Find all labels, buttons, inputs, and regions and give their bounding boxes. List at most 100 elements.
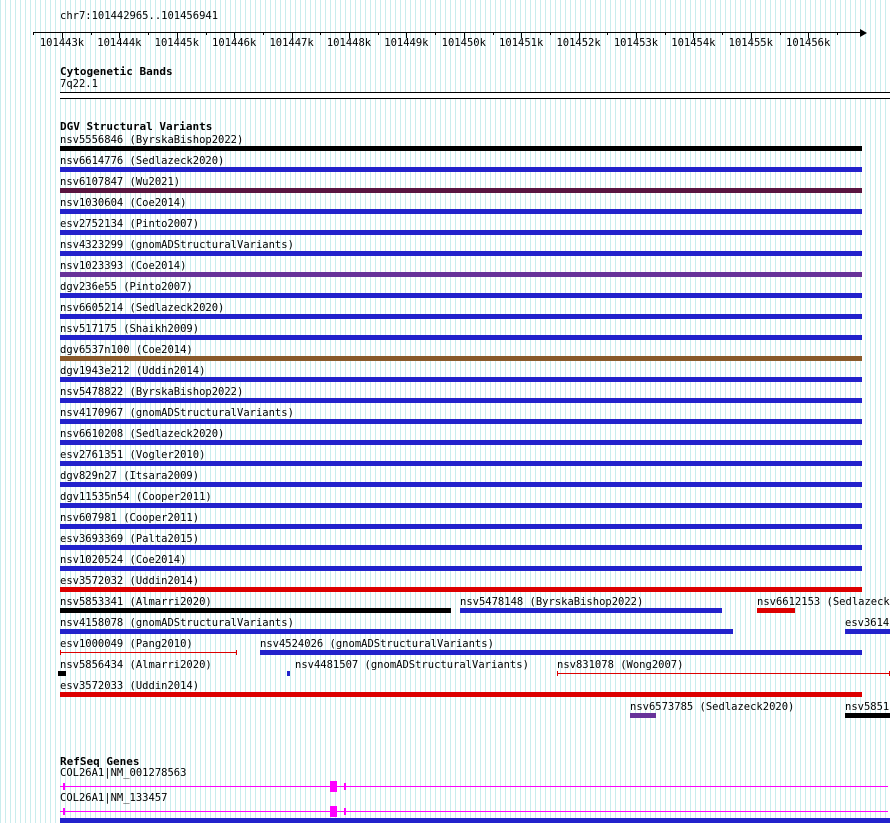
cytoband-glyph[interactable] [60,92,890,99]
feature-bar[interactable] [60,356,862,361]
ruler-minor-tick [664,32,666,35]
gene-exon-tick [344,808,346,815]
gene-label: COL26A1|NM_133457 [60,792,168,804]
feature-bar[interactable] [60,293,862,298]
feature-label[interactable]: dgv829n27 (Itsara2009) [60,470,200,482]
feature-label[interactable]: nsv6107847 (Wu2021) [60,176,181,188]
feature-label[interactable]: dgv236e55 (Pinto2007) [60,281,193,293]
feature-bar[interactable] [60,440,862,445]
feature-label[interactable]: nsv5478822 (ByrskaBishop2022) [60,386,244,398]
feature-label[interactable]: nsv5856434 (Almarri2020) [60,659,212,671]
ruler-major-tick [349,32,350,38]
feature-bar[interactable] [60,335,862,340]
feature-label[interactable]: nsv58515 [845,701,890,713]
feature-bar[interactable] [58,671,66,676]
feature-bar[interactable] [60,566,862,571]
feature-label[interactable]: nsv4158078 (gnomADStructuralVariants) [60,617,294,629]
feature-bar[interactable] [60,524,862,529]
feature-label[interactable]: nsv4524026 (gnomADStructuralVariants) [260,638,494,650]
feature-label[interactable]: nsv6605214 (Sedlazeck2020) [60,302,225,314]
ruler-minor-tick [148,32,150,35]
feature-bar[interactable] [60,419,862,424]
feature-label[interactable]: dgv11535n54 (Cooper2011) [60,491,212,503]
ruler-tick-label: 101448k [326,37,372,49]
bottom-partial-bar[interactable] [60,818,890,823]
ruler-tick-label: 101451k [499,37,544,49]
feature-label[interactable]: nsv1030604 (Coe2014) [60,197,187,209]
feature-label[interactable]: esv3572032 (Uddin2014) [60,575,200,587]
feature-label[interactable]: nsv6614776 (Sedlazeck2020) [60,155,225,167]
feature-label[interactable]: esv2761351 (Vogler2010) [60,449,206,461]
feature-bar[interactable] [60,503,862,508]
ruler-major-tick [750,32,752,38]
feature-line-mid [558,673,889,674]
feature-label[interactable]: dgv1943e212 (Uddin2014) [60,365,206,377]
ruler-minor-tick [377,32,379,35]
feature-label[interactable]: nsv6610208 (Sedlazeck2020) [60,428,225,440]
ruler-minor-tick [435,32,437,35]
feature-bar[interactable] [60,650,237,655]
feature-label[interactable]: nsv517175 (Shaikh2009) [60,323,200,335]
ruler-major-tick [521,32,523,38]
region-label: chr7:101442965..101456941 [60,10,219,22]
ruler-axis-line [33,32,861,33]
gene-line[interactable] [60,786,888,787]
feature-bar[interactable] [757,608,795,613]
ruler-minor-tick [836,32,838,35]
feature-label[interactable]: esv36143 [845,617,890,629]
ruler-minor-tick [779,32,781,35]
feature-bar[interactable] [60,545,862,550]
gene-line[interactable] [60,811,888,812]
feature-bar[interactable] [845,629,890,634]
feature-label[interactable]: nsv1020524 (Coe2014) [60,554,187,566]
ruler-major-tick [636,32,637,38]
feature-bar[interactable] [60,314,862,319]
ruler-tick-label: 101444k [97,37,142,49]
feature-label[interactable]: nsv4481507 (gnomADStructuralVariants) [295,659,529,671]
ruler-minor-tick [33,32,35,35]
feature-bar[interactable] [60,692,862,697]
feature-bar[interactable] [60,482,862,487]
ruler-tick-label: 101452k [556,37,601,49]
feature-label[interactable]: nsv4323299 (gnomADStructuralVariants) [60,239,294,251]
feature-bar[interactable] [60,587,862,592]
feature-bar[interactable] [60,188,862,193]
feature-bar[interactable] [60,230,862,235]
feature-bar[interactable] [60,167,862,172]
feature-label[interactable]: nsv4170967 (gnomADStructuralVariants) [60,407,294,419]
feature-bar[interactable] [60,461,862,466]
feature-label[interactable]: nsv607981 (Cooper2011) [60,512,200,524]
feature-bar[interactable] [557,671,890,676]
feature-bar[interactable] [845,713,890,718]
feature-bar[interactable] [60,377,862,382]
feature-bar[interactable] [460,608,722,613]
gene-exon-tick [344,783,346,790]
gene-exon-box[interactable] [330,781,337,792]
feature-bar[interactable] [630,713,656,718]
feature-label[interactable]: nsv6612153 (Sedlazeck2020) [757,596,890,608]
feature-label[interactable]: nsv5853341 (Almarri2020) [60,596,212,608]
feature-bar[interactable] [60,608,451,613]
feature-label[interactable]: nsv5478148 (ByrskaBishop2022) [460,596,644,608]
feature-label[interactable]: esv2752134 (Pinto2007) [60,218,200,230]
feature-label[interactable]: nsv5556846 (ByrskaBishop2022) [60,134,244,146]
feature-bar[interactable] [60,398,862,403]
feature-bar[interactable] [60,629,733,634]
feature-label[interactable]: nsv1023393 (Coe2014) [60,260,187,272]
gene-label: COL26A1|NM_001278563 [60,767,187,779]
feature-bar[interactable] [60,146,862,151]
feature-bar[interactable] [60,272,862,277]
feature-label[interactable]: nsv6573785 (Sedlazeck2020) [630,701,795,713]
feature-bar[interactable] [287,671,290,676]
feature-label[interactable]: esv3693369 (Palta2015) [60,533,200,545]
ruler-tick-label: 101456k [786,37,831,49]
feature-bar[interactable] [60,209,862,214]
feature-label[interactable]: nsv831078 (Wong2007) [557,659,684,671]
feature-label[interactable]: esv3572033 (Uddin2014) [60,680,200,692]
feature-label[interactable]: esv1000049 (Pang2010) [60,638,193,650]
feature-bar[interactable] [60,251,862,256]
ruler-minor-tick [722,32,724,35]
feature-bar[interactable] [260,650,862,655]
feature-label[interactable]: dgv6537n100 (Coe2014) [60,344,193,356]
gene-exon-box[interactable] [330,806,337,817]
